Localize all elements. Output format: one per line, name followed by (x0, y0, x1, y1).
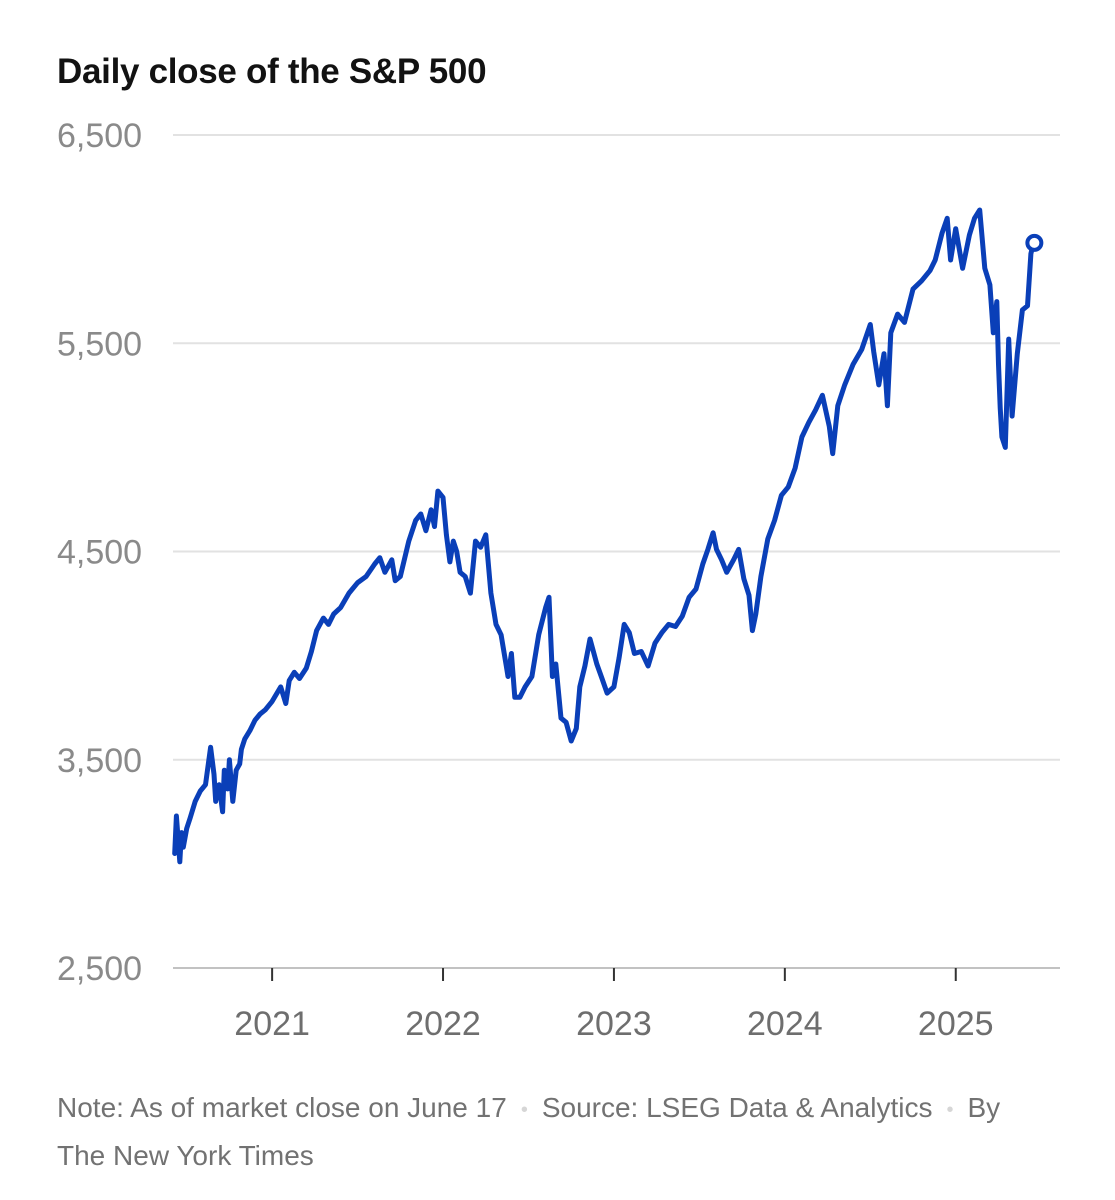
y-tick-label: 4,500 (57, 534, 142, 572)
x-tick-label: 2021 (234, 1005, 310, 1043)
footer-separator: • (946, 1098, 954, 1121)
y-tick-label: 2,500 (57, 950, 142, 988)
footer-note: Note: As of market close on June 17 (57, 1092, 507, 1123)
x-tick-label: 2024 (747, 1005, 823, 1043)
line-chart: 2,500 3,500 4,500 5,500 6,500 2021 2022 2023 20… (57, 117, 1060, 1043)
chart-title: Daily close of the S&P 500 (57, 52, 487, 91)
series-line (172, 207, 1037, 865)
footer-separator: • (520, 1098, 528, 1121)
footer-source: Source: LSEG Data & Analytics (541, 1092, 933, 1123)
footer-byline: By The New York Times (57, 1092, 1001, 1171)
x-tick-label: 2025 (918, 1005, 994, 1043)
x-tick-label: 2022 (405, 1005, 481, 1043)
y-tick-label: 3,500 (57, 742, 142, 780)
chart-footer: Note: As of market close on June 17 • Sour… (57, 1085, 1017, 1179)
y-tick-label: 5,500 (57, 325, 142, 363)
x-tick-label: 2023 (576, 1005, 652, 1043)
latest-value-marker (1025, 233, 1044, 252)
y-tick-label: 6,500 (57, 117, 142, 155)
